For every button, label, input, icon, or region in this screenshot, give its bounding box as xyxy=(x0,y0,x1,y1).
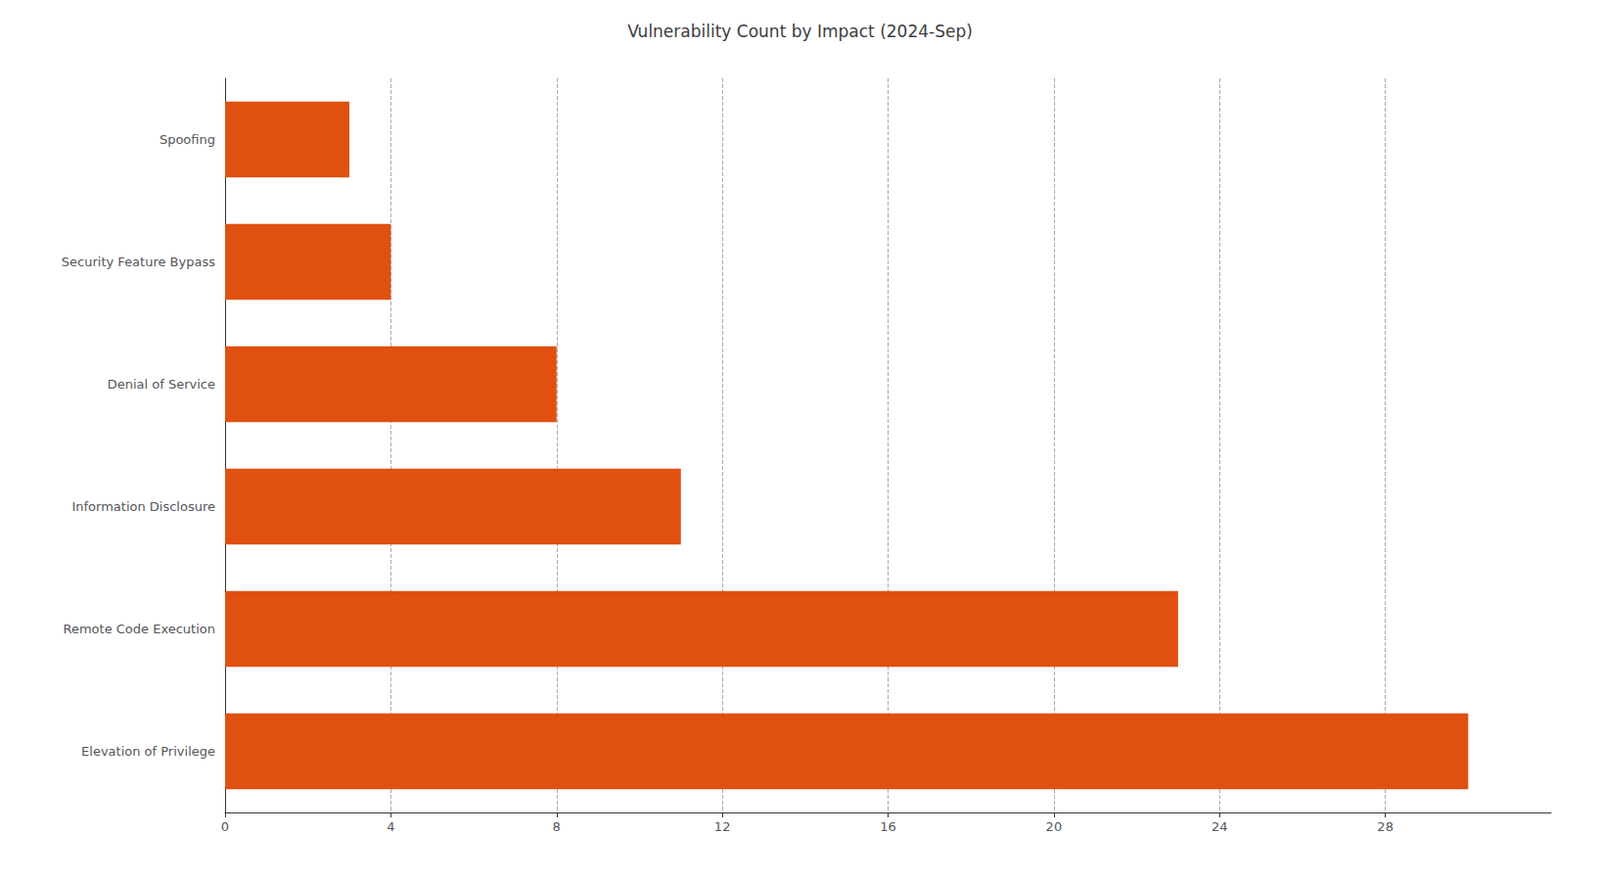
svg-text:Elevation of Privilege: Elevation of Privilege xyxy=(81,743,216,759)
svg-text:24: 24 xyxy=(1211,819,1229,834)
svg-text:8: 8 xyxy=(552,819,561,834)
svg-text:Security Feature Bypass: Security Feature Bypass xyxy=(61,254,216,270)
svg-text:Information Disclosure: Information Disclosure xyxy=(71,499,216,514)
svg-text:28: 28 xyxy=(1376,819,1394,834)
svg-text:0: 0 xyxy=(221,819,229,834)
svg-text:Remote Code Execution: Remote Code Execution xyxy=(63,621,217,637)
svg-text:12: 12 xyxy=(714,819,732,834)
svg-text:Denial of Service: Denial of Service xyxy=(107,376,216,392)
svg-text:Vulnerability Count by Impact: Vulnerability Count by Impact (2024-Sep) xyxy=(627,21,973,42)
svg-text:20: 20 xyxy=(1046,819,1063,834)
svg-text:16: 16 xyxy=(879,819,897,834)
svg-text:4: 4 xyxy=(386,819,395,834)
svg-text:Spoofing: Spoofing xyxy=(159,132,216,147)
